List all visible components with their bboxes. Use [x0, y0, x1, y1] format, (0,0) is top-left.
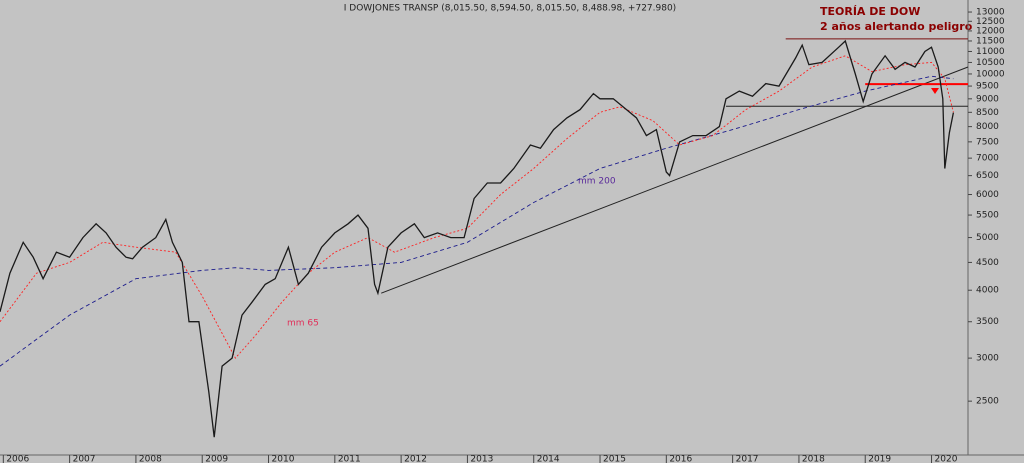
y-tick-label: 5000: [976, 233, 999, 243]
x-tick-label: 2010: [272, 455, 295, 463]
x-tick-label: 2006: [6, 455, 29, 463]
y-tick-label: 9000: [976, 94, 999, 104]
level-line: [381, 66, 969, 294]
y-tick-label: 4500: [976, 258, 999, 268]
x-tick-label: 2016: [669, 455, 692, 463]
annotation: 2 años alertando peligro: [820, 20, 973, 33]
y-tick-label: 8000: [976, 122, 999, 132]
y-tick-label: 8500: [976, 108, 999, 118]
x-tick-label: 2017: [736, 455, 759, 463]
y-tick-label: 10500: [976, 58, 1005, 68]
x-tick-label: 2011: [338, 455, 361, 463]
y-tick-label: 5500: [976, 211, 999, 221]
y-tick-label: 9500: [976, 82, 999, 92]
arrow: [931, 88, 939, 94]
price-line: [0, 39, 955, 438]
x-tick-label: 2020: [935, 455, 958, 463]
y-tick-label: 6000: [976, 190, 999, 200]
x-tick-label: 2018: [802, 455, 825, 463]
x-tick-label: 2008: [139, 455, 162, 463]
y-tick-label: 4000: [976, 286, 999, 296]
x-tick-label: 2009: [205, 455, 228, 463]
y-tick-label: 7500: [976, 137, 999, 147]
y-tick-label: 6500: [976, 171, 999, 181]
y-tick-label: 10000: [976, 69, 1005, 79]
x-tick-label: 2014: [537, 455, 560, 463]
x-tick-label: 2019: [868, 455, 891, 463]
y-tick-label: 3000: [976, 354, 999, 364]
x-tick-label: 2013: [470, 455, 493, 463]
chart-title: I DOWJONES TRANSP (8,015.50, 8,594.50, 8…: [344, 4, 676, 14]
annotation: mm 65: [287, 319, 319, 329]
y-tick-label: 7000: [976, 154, 999, 164]
moving-average: [0, 55, 954, 359]
y-tick-label: 2500: [976, 397, 999, 407]
x-tick-label: 2012: [404, 455, 427, 463]
y-tick-label: 12000: [976, 26, 1005, 36]
y-tick-label: 11500: [976, 36, 1005, 46]
moving-average: [0, 75, 954, 367]
y-tick-label: 11000: [976, 47, 1005, 57]
y-tick-label: 3500: [976, 317, 999, 327]
y-tick-label: 12500: [976, 17, 1005, 27]
annotation: TEORÍA DE DOW: [820, 5, 920, 18]
y-tick-label: 13000: [976, 8, 1005, 18]
x-tick-label: 2015: [603, 455, 626, 463]
x-tick-label: 2007: [73, 455, 96, 463]
annotation: mm 200: [578, 177, 616, 187]
